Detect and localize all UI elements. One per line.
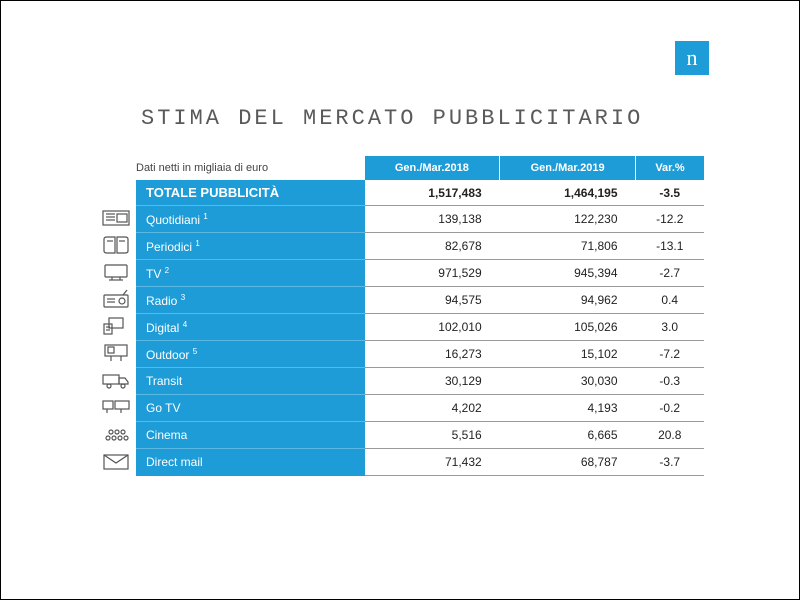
total-label: TOTALE PUBBLICITÀ bbox=[136, 180, 365, 206]
row-2018: 139,138 bbox=[365, 206, 500, 233]
row-2018: 16,273 bbox=[365, 341, 500, 368]
row-2019: 105,026 bbox=[500, 314, 636, 341]
book-icon bbox=[96, 233, 136, 260]
cinema-icon bbox=[96, 422, 136, 449]
row-2018: 71,432 bbox=[365, 449, 500, 476]
page-title: STIMA DEL MERCATO PUBBLICITARIO bbox=[141, 106, 643, 131]
col-header-2019: Gen./Mar.2019 bbox=[500, 156, 636, 180]
table-row: Go TV4,2024,193-0.2 bbox=[96, 395, 704, 422]
table-row: Transit30,12930,030-0.3 bbox=[96, 368, 704, 395]
mail-icon bbox=[96, 449, 136, 476]
col-header-2018: Gen./Mar.2018 bbox=[365, 156, 500, 180]
total-row: TOTALE PUBBLICITÀ 1,517,483 1,464,195 -3… bbox=[96, 180, 704, 206]
table-subtitle: Dati netti in migliaia di euro bbox=[136, 156, 365, 180]
row-2019: 15,102 bbox=[500, 341, 636, 368]
row-2018: 971,529 bbox=[365, 260, 500, 287]
row-label: Transit bbox=[136, 368, 365, 395]
brand-logo: n bbox=[675, 41, 709, 75]
row-label: Quotidiani 1 bbox=[136, 206, 365, 233]
row-var: 20.8 bbox=[636, 422, 704, 449]
row-label: Direct mail bbox=[136, 449, 365, 476]
table-row: TV 2971,529945,394-2.7 bbox=[96, 260, 704, 287]
row-label: Radio 3 bbox=[136, 287, 365, 314]
row-label: Go TV bbox=[136, 395, 365, 422]
row-2018: 82,678 bbox=[365, 233, 500, 260]
row-var: 0.4 bbox=[636, 287, 704, 314]
table-row: Cinema5,5166,66520.8 bbox=[96, 422, 704, 449]
table-row: Quotidiani 1139,138122,230-12.2 bbox=[96, 206, 704, 233]
table-row: Periodici 182,67871,806-13.1 bbox=[96, 233, 704, 260]
row-2019: 68,787 bbox=[500, 449, 636, 476]
row-2018: 94,575 bbox=[365, 287, 500, 314]
row-2019: 945,394 bbox=[500, 260, 636, 287]
row-label: Outdoor 5 bbox=[136, 341, 365, 368]
row-label: TV 2 bbox=[136, 260, 365, 287]
row-2019: 6,665 bbox=[500, 422, 636, 449]
row-2019: 94,962 bbox=[500, 287, 636, 314]
table-row: Direct mail71,43268,787-3.7 bbox=[96, 449, 704, 476]
row-2018: 102,010 bbox=[365, 314, 500, 341]
digital-icon bbox=[96, 314, 136, 341]
row-2019: 4,193 bbox=[500, 395, 636, 422]
row-2019: 122,230 bbox=[500, 206, 636, 233]
newspaper-icon bbox=[96, 206, 136, 233]
row-2018: 5,516 bbox=[365, 422, 500, 449]
row-label: Cinema bbox=[136, 422, 365, 449]
row-2018: 30,129 bbox=[365, 368, 500, 395]
row-2019: 71,806 bbox=[500, 233, 636, 260]
row-label: Digital 4 bbox=[136, 314, 365, 341]
gotv-icon bbox=[96, 395, 136, 422]
total-2018: 1,517,483 bbox=[365, 180, 500, 206]
row-var: -2.7 bbox=[636, 260, 704, 287]
total-var: -3.5 bbox=[636, 180, 704, 206]
truck-icon bbox=[96, 368, 136, 395]
row-var: 3.0 bbox=[636, 314, 704, 341]
row-2019: 30,030 bbox=[500, 368, 636, 395]
tv-icon bbox=[96, 260, 136, 287]
table-row: Digital 4102,010105,0263.0 bbox=[96, 314, 704, 341]
table-row: Radio 394,57594,9620.4 bbox=[96, 287, 704, 314]
row-2018: 4,202 bbox=[365, 395, 500, 422]
radio-icon bbox=[96, 287, 136, 314]
row-var: -7.2 bbox=[636, 341, 704, 368]
row-var: -0.2 bbox=[636, 395, 704, 422]
market-table: Dati netti in migliaia di euro Gen./Mar.… bbox=[96, 156, 704, 476]
col-header-var: Var.% bbox=[636, 156, 704, 180]
row-var: -0.3 bbox=[636, 368, 704, 395]
row-var: -13.1 bbox=[636, 233, 704, 260]
row-var: -3.7 bbox=[636, 449, 704, 476]
total-2019: 1,464,195 bbox=[500, 180, 636, 206]
row-label: Periodici 1 bbox=[136, 233, 365, 260]
row-var: -12.2 bbox=[636, 206, 704, 233]
billboard-icon bbox=[96, 341, 136, 368]
table-row: Outdoor 516,27315,102-7.2 bbox=[96, 341, 704, 368]
